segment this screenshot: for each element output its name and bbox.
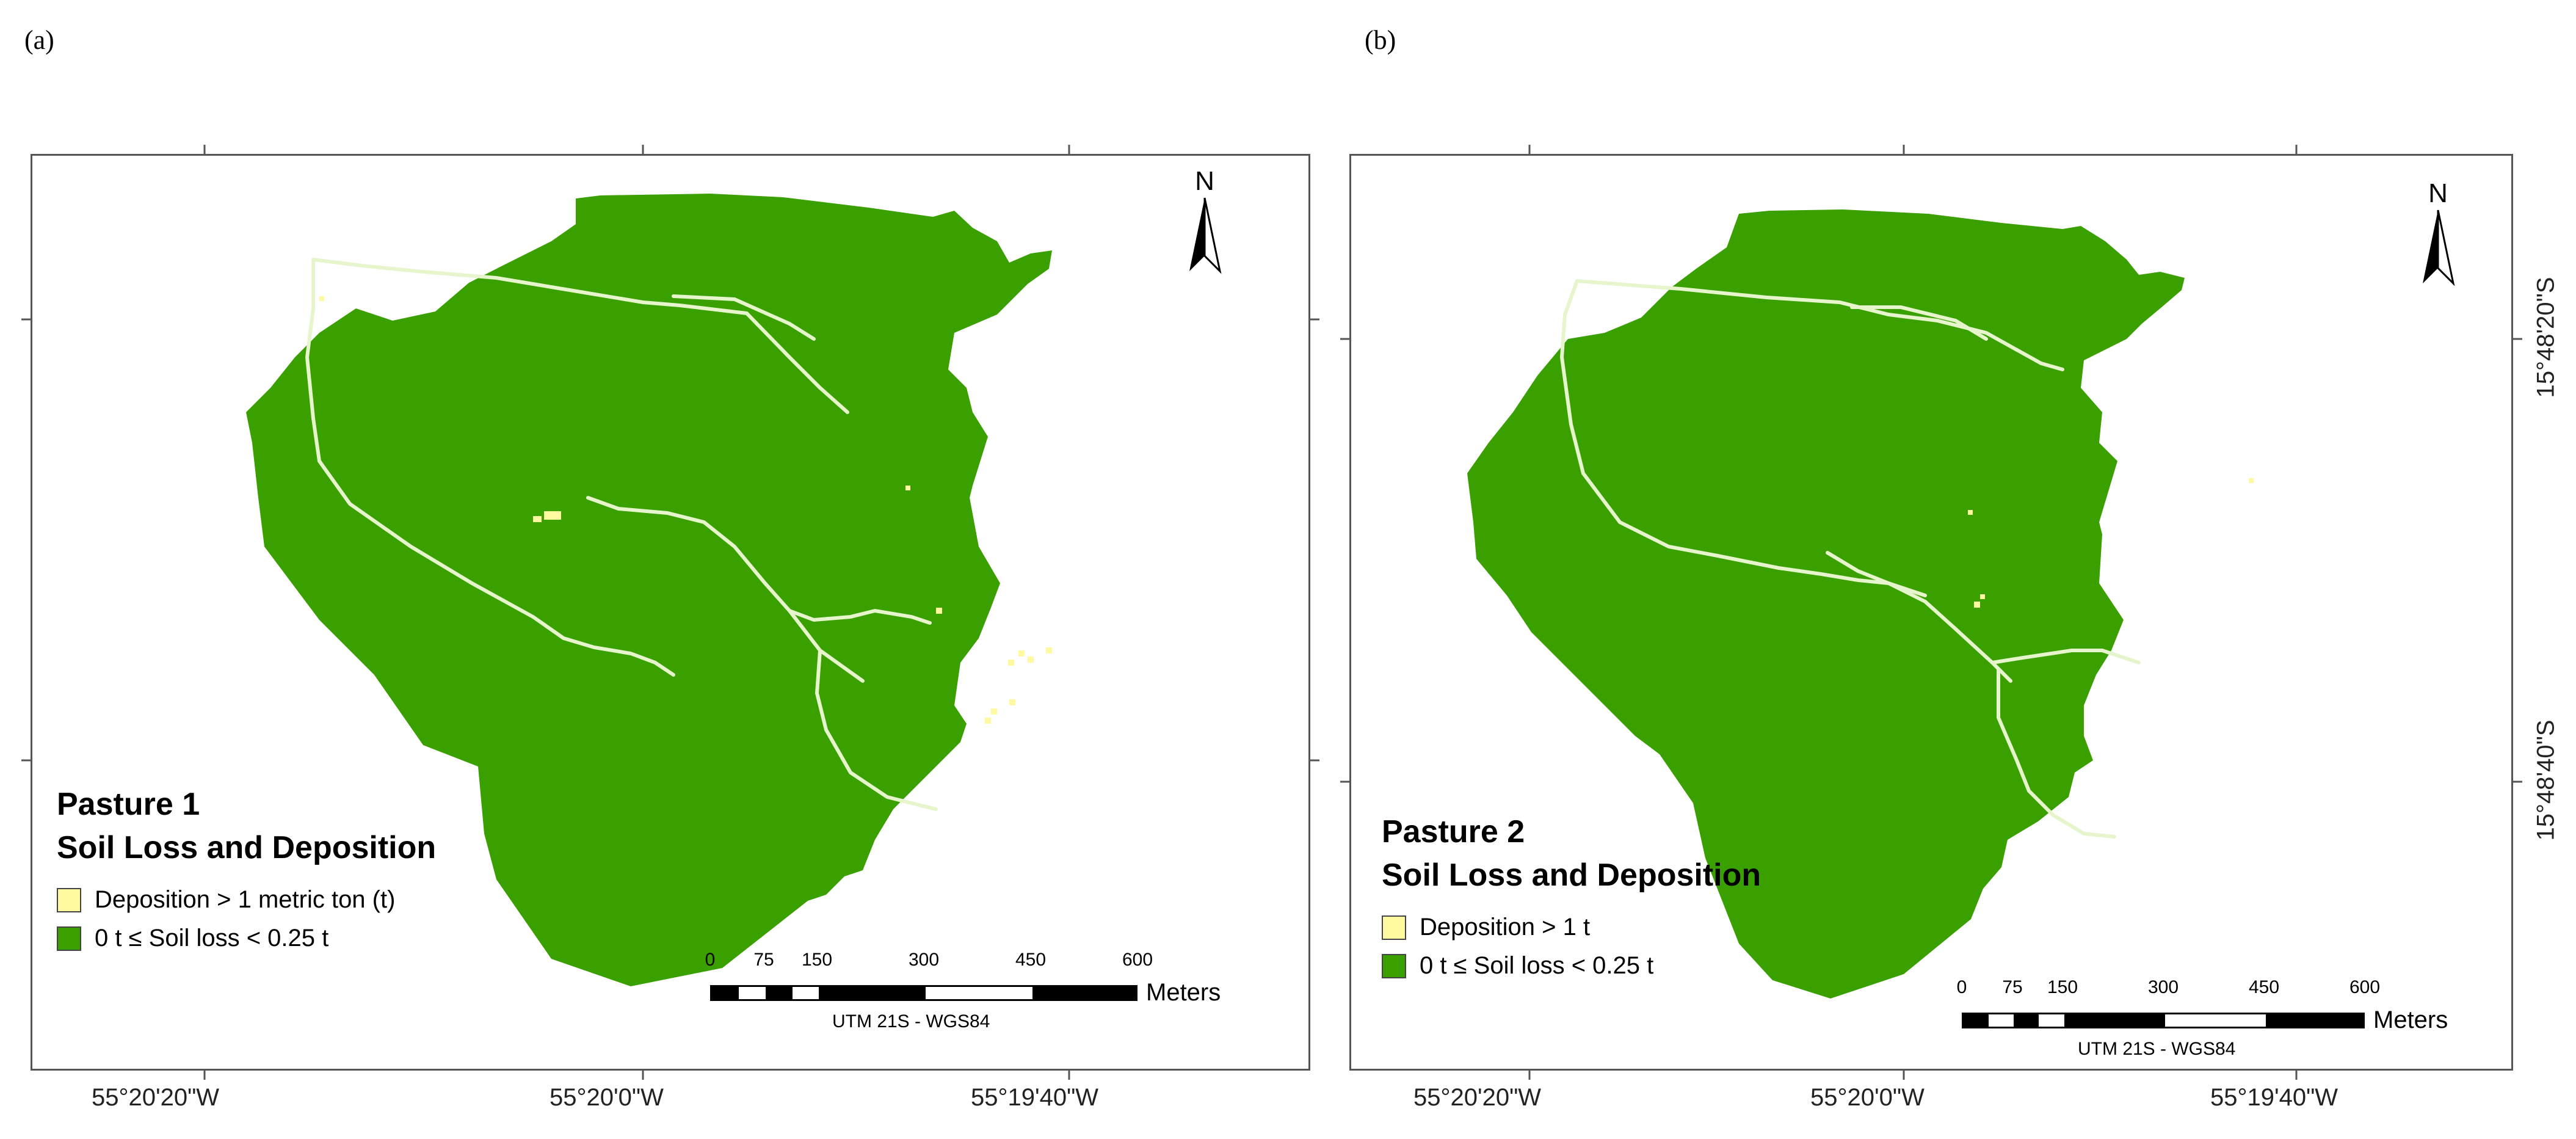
lon-label-a-3: 55°19'40"W: [971, 1084, 1099, 1111]
legend-label-soil-loss-b: 0 t ≤ Soil loss < 0.25 t: [1420, 952, 1654, 979]
scale-unit-b: Meters: [2373, 1006, 2448, 1033]
lon-label-a-2: 55°20'0"W: [550, 1084, 664, 1111]
map-svg-b: [1340, 145, 2522, 1080]
legend-title-b: Pasture 2: [1382, 814, 1525, 850]
scale-tick-450: 450: [1015, 950, 1047, 970]
legend-b: Pasture 2 Soil Loss and Deposition Depos…: [1382, 812, 1761, 991]
scale-tick-450: 450: [2248, 977, 2280, 997]
legend-label-soil-loss-a: 0 t ≤ Soil loss < 0.25 t: [95, 925, 329, 952]
legend-subtitle-a: Soil Loss and Deposition: [57, 830, 437, 865]
scale-tick-0: 0: [1956, 977, 1967, 997]
scale-tick-75: 75: [753, 950, 774, 970]
lon-label-b-1: 55°20'20"W: [1413, 1084, 1542, 1111]
lon-label-a-1: 55°20'20"W: [92, 1084, 220, 1111]
map-svg-a: [21, 145, 1319, 1080]
scale-tick-300: 300: [908, 950, 940, 970]
lon-label-b-2: 55°20'0"W: [1810, 1084, 1925, 1111]
scalebar-a: 0 75 150 300 450 600 Meters UTM 21S - WG…: [705, 950, 1221, 1032]
map-frame-a: N Pasture 1 Soil Loss and Deposition Dep…: [21, 145, 1319, 1080]
streams-a: [305, 258, 938, 811]
scalebar-b: 0 75 150 300 450 600 Meters UTM 21S - WG…: [1957, 977, 2448, 1060]
lat-label-b-1: 15°48'20"S: [2532, 277, 2560, 398]
deposition-specks-b: [1968, 478, 2254, 608]
swatch-deposition-a: [57, 887, 81, 912]
legend-item-soil-loss-b: 0 t ≤ Soil loss < 0.25 t: [1382, 952, 1761, 980]
scale-tick-150: 150: [801, 950, 833, 970]
legend-item-deposition-b: Deposition > 1 t: [1382, 914, 1761, 941]
north-arrow-b: N: [2414, 180, 2462, 289]
projection-label-a: UTM 21S - WGS84: [832, 1011, 990, 1032]
scale-tick-0: 0: [705, 950, 716, 970]
deposition-specks-a: [319, 296, 1052, 724]
legend-label-deposition-b: Deposition > 1 t: [1420, 914, 1591, 941]
legend-item-deposition-a: Deposition > 1 metric ton (t): [57, 886, 436, 914]
north-letter-b: N: [2428, 178, 2448, 208]
lon-label-b-3: 55°19'40"W: [2210, 1084, 2338, 1111]
scale-bar-a: [710, 984, 1137, 1001]
projection-label-b: UTM 21S - WGS84: [2078, 1039, 2236, 1059]
scale-tick-600: 600: [2349, 977, 2381, 997]
legend-title-a: Pasture 1: [57, 787, 200, 822]
north-arrow-icon: [2423, 209, 2455, 286]
north-arrow-a: N: [1180, 168, 1229, 277]
scale-tick-150: 150: [2047, 977, 2078, 997]
watershed-b: [1467, 209, 2185, 999]
streams-b: [1559, 279, 2141, 839]
frame-ticks-b: [1340, 145, 2522, 1080]
legend-item-soil-loss-a: 0 t ≤ Soil loss < 0.25 t: [57, 925, 436, 952]
scale-tick-300: 300: [2147, 977, 2179, 997]
swatch-deposition-b: [1382, 915, 1406, 940]
north-arrow-icon: [1189, 197, 1222, 274]
scale-tick-600: 600: [1122, 950, 1153, 970]
map-frame-b: N Pasture 2 Soil Loss and Deposition Dep…: [1340, 145, 2522, 1080]
swatch-soil-loss-b: [1382, 953, 1406, 978]
legend-subtitle-b: Soil Loss and Deposition: [1382, 857, 1761, 893]
lat-label-b-2: 15°48'40"S: [2532, 719, 2560, 841]
scale-tick-75: 75: [2002, 977, 2023, 997]
scale-bar-b: [1962, 1012, 2365, 1028]
north-letter-a: N: [1195, 166, 1214, 196]
legend-a: Pasture 1 Soil Loss and Deposition Depos…: [57, 785, 436, 963]
panel-b-tag: (b): [1365, 25, 1396, 55]
legend-label-deposition-a: Deposition > 1 metric ton (t): [95, 886, 396, 913]
frame-ticks-a: [21, 145, 1319, 1080]
swatch-soil-loss-a: [57, 926, 81, 951]
panel-a-tag: (a): [24, 25, 54, 55]
scale-unit-a: Meters: [1146, 979, 1221, 1006]
watershed-a: [246, 194, 1052, 986]
